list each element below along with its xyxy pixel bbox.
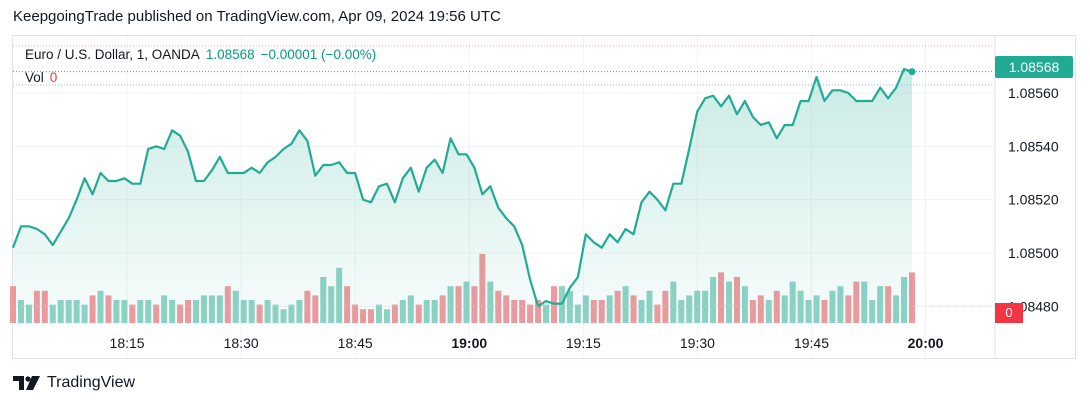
x-tick-label: 19:00 — [451, 335, 487, 351]
price-line — [11, 45, 994, 308]
x-tick-label: 18:30 — [224, 335, 259, 351]
x-tick-label: 19:15 — [566, 335, 601, 351]
y-tick-label: 1.08540 — [1008, 138, 1059, 154]
y-tick-label: 1.08560 — [1008, 85, 1059, 101]
volume-tag: 0 — [995, 303, 1023, 323]
chart-legend: Euro / U.S. Dollar, 1, OANDA 1.08568 −0.00… — [25, 47, 376, 62]
x-tick-label: 19:30 — [680, 335, 715, 351]
publish-header: KeepgoingTrade published on TradingView.… — [13, 8, 501, 25]
x-tick-label: 19:45 — [794, 335, 829, 351]
tradingview-brand[interactable]: TradingView — [13, 374, 135, 392]
volume-label[interactable]: Vol — [25, 70, 44, 85]
last-price-marker — [908, 68, 916, 76]
price-change: −0.00001 (−0.00%) — [260, 47, 377, 62]
last-price-value: 1.08568 — [205, 47, 255, 62]
price-series-line — [11, 67, 913, 308]
price-area — [13, 69, 912, 325]
x-tick-label: 18:45 — [338, 335, 373, 351]
brand-name: TradingView — [47, 374, 136, 391]
price-area-fill — [13, 69, 912, 325]
y-tick-label: 1.08520 — [1008, 192, 1059, 208]
volume-value: 0 — [49, 70, 58, 85]
volume-legend: Vol 0 — [25, 70, 57, 85]
y-tick-label: 1.08500 — [1008, 245, 1059, 261]
x-tick-label: 20:00 — [908, 335, 944, 351]
axes: 18:15 18:30 18:45 19:00 19:15 19:30 19:45 20:00… — [110, 85, 1059, 351]
chart-frame — [12, 35, 1076, 359]
last-price-tag: 1.08568 — [995, 56, 1073, 78]
symbol-label[interactable]: Euro / U.S. Dollar, 1, OANDA — [25, 47, 200, 62]
tradingview-logo-icon — [13, 376, 40, 390]
x-tick-label: 18:15 — [110, 335, 145, 351]
